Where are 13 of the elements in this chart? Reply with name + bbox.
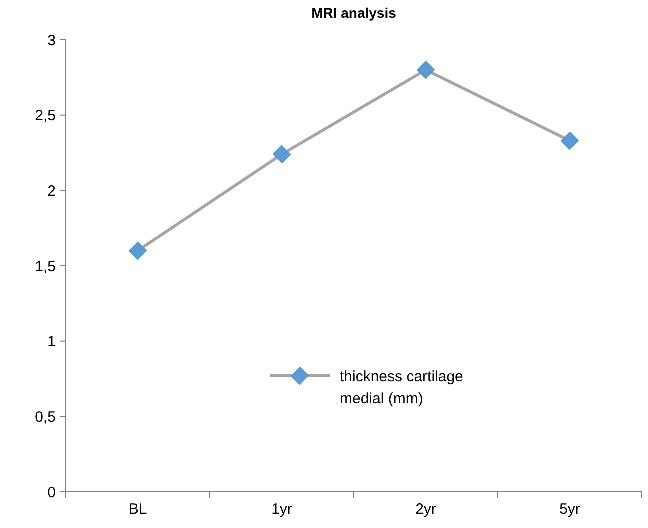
legend-label: thickness cartilage medial (mm)	[340, 368, 464, 408]
y-tick-label: 2,5	[35, 108, 56, 125]
y-tick-label: 0,5	[35, 408, 56, 426]
y-tick-label: 1	[48, 334, 56, 351]
y-tick-label: 3	[48, 32, 56, 50]
y-tick-label: 1,5	[35, 258, 56, 276]
chart-title: MRI analysis	[312, 5, 397, 21]
y-tick-label: 2	[48, 182, 56, 200]
x-tick-label: 1yr	[272, 501, 292, 518]
x-tick-label: 2yr	[416, 501, 436, 518]
x-tick-label: 5yr	[560, 501, 580, 518]
x-tick-label: BL	[128, 501, 148, 518]
y-tick-label: 0	[48, 484, 56, 502]
